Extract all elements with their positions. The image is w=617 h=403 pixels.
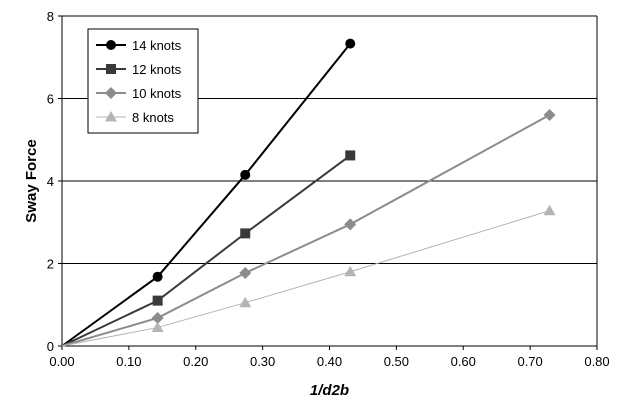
data-point <box>152 271 163 282</box>
series-10-knots <box>61 109 556 347</box>
data-point <box>543 109 556 121</box>
legend-marker <box>106 40 116 50</box>
data-point <box>239 266 252 279</box>
legend-marker <box>105 87 117 99</box>
data-point <box>240 228 251 239</box>
legend-label: 14 knots <box>132 38 182 53</box>
data-point <box>239 296 252 308</box>
y-tick-label: 2 <box>47 257 54 272</box>
x-tick-label: 0.50 <box>384 354 409 369</box>
x-tick-label: 0.70 <box>517 354 542 369</box>
data-point <box>240 169 251 180</box>
series-12-knots <box>61 150 356 347</box>
y-tick-label: 8 <box>47 9 54 24</box>
y-axis-title: Sway Force <box>23 139 40 222</box>
data-point <box>543 204 556 216</box>
legend-entry: 10 knots <box>96 86 182 101</box>
legend-marker <box>105 111 117 122</box>
data-point <box>344 218 357 231</box>
data-point <box>152 295 163 306</box>
x-tick-label: 0.60 <box>451 354 476 369</box>
legend-marker <box>106 64 116 74</box>
data-point <box>151 321 164 332</box>
x-tick-label: 0.20 <box>183 354 208 369</box>
series-line <box>61 43 352 347</box>
tick-labels: 0 2 4 6 8 0.00 0.10 0.20 0.30 0.40 0.50 0.60 0.70 0.8… <box>47 9 610 369</box>
data-point <box>345 150 356 161</box>
legend: 14 knots 12 knots 10 knots 8 knots <box>87 28 199 134</box>
x-tick-label: 0.30 <box>250 354 275 369</box>
x-tick-label: 0.80 <box>584 354 609 369</box>
series-8-knots <box>61 204 556 347</box>
axes <box>58 15 598 350</box>
legend-label: 12 knots <box>132 62 182 77</box>
x-tick-label: 0.10 <box>116 354 141 369</box>
series-line <box>61 154 351 347</box>
series-group <box>61 38 556 347</box>
data-point <box>151 311 164 324</box>
legend-entry: 12 knots <box>96 62 182 77</box>
legend-label: 8 knots <box>132 110 174 125</box>
series-14-knots <box>61 38 356 347</box>
y-tick-label: 6 <box>47 92 54 107</box>
y-tick-label: 0 <box>47 339 54 354</box>
x-tick-label: 0.00 <box>49 354 74 369</box>
legend-entry: 14 knots <box>96 38 182 53</box>
data-point <box>345 38 356 49</box>
x-tick-label: 0.40 <box>317 354 342 369</box>
y-tick-label: 4 <box>47 174 54 189</box>
x-axis-title: 1/d2b <box>310 382 349 399</box>
legend-label: 10 knots <box>132 86 182 101</box>
legend-entry: 8 knots <box>96 110 174 125</box>
data-point <box>344 265 357 277</box>
